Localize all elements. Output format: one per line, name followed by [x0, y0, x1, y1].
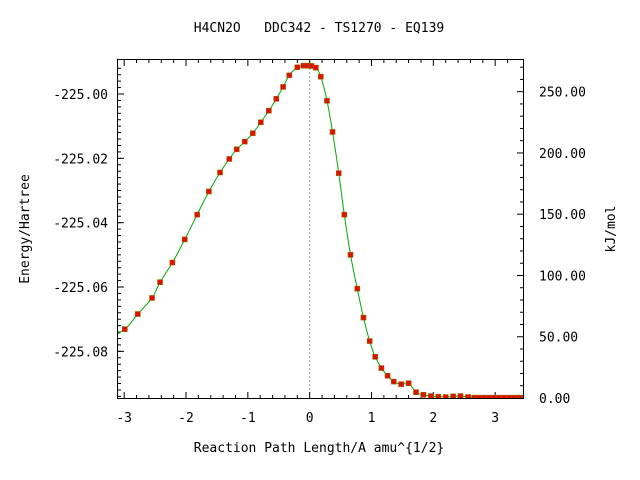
data-point-marker — [181, 236, 188, 243]
data-point-marker — [378, 365, 385, 371]
data-point-marker — [241, 138, 248, 145]
y2-tick-label: 150.00 — [539, 208, 586, 223]
x-tick-label: -3 — [116, 411, 132, 426]
y-tick-label: -225.02 — [53, 152, 108, 167]
plot-frame — [117, 59, 524, 399]
data-point-marker — [329, 129, 336, 135]
data-point-marker — [249, 130, 256, 137]
data-point-marker — [206, 188, 212, 195]
data-point-marker — [517, 394, 523, 398]
data-point-marker — [420, 391, 427, 398]
data-point-marker — [134, 311, 141, 317]
data-point-marker — [442, 394, 449, 398]
data-point-marker — [405, 380, 412, 387]
y-tick-label: -225.00 — [53, 88, 108, 103]
data-point-marker — [324, 97, 330, 104]
y2-tick-label: 100.00 — [539, 269, 586, 284]
chart-title: H4CN2O DDC342 - TS1270 - EQ139 — [194, 21, 444, 36]
y-tick-label: -225.06 — [53, 281, 108, 296]
data-point-marker — [457, 393, 464, 398]
y-tick-label: -225.04 — [53, 217, 108, 232]
data-point-marker — [435, 393, 442, 398]
x-tick-label: -1 — [240, 411, 256, 426]
data-point-marker — [465, 394, 471, 398]
data-point-marker — [286, 72, 293, 79]
data-point-marker — [413, 389, 419, 396]
data-point-marker — [341, 211, 348, 218]
data-point-marker — [428, 393, 434, 398]
energy-profile-points — [122, 62, 523, 398]
data-point-marker — [384, 373, 391, 379]
x-tick-label: 1 — [368, 411, 376, 426]
data-point-marker — [372, 354, 379, 360]
data-point-marker — [194, 211, 200, 218]
x-axis-title: Reaction Path Length/A amu^{1/2} — [194, 441, 444, 456]
data-point-marker — [335, 170, 342, 176]
data-point-marker — [149, 295, 155, 301]
data-point-marker — [273, 96, 280, 102]
data-point-marker — [390, 378, 397, 385]
data-point-marker — [398, 381, 404, 387]
y2-tick-label: 0.00 — [539, 392, 570, 407]
data-point-marker — [318, 73, 324, 80]
data-point-marker — [266, 107, 272, 114]
y-axis-title-right: kJ/mol — [604, 206, 619, 253]
left-axis: -225.08 -225.06 -225.04 -225.02 -225.00 — [53, 67, 124, 397]
data-point-marker — [360, 314, 367, 321]
data-point-marker — [169, 259, 176, 266]
data-point-marker — [217, 169, 223, 176]
data-point-marker — [313, 64, 319, 71]
y-tick-label: -225.08 — [53, 345, 108, 360]
data-point-marker — [354, 285, 361, 292]
data-point-marker — [294, 64, 301, 71]
x-tick-label: 3 — [491, 411, 499, 426]
bottom-axis: -3 -2 -1 0 1 2 3 — [116, 60, 509, 426]
data-point-marker — [366, 338, 373, 344]
data-point-marker — [347, 252, 354, 258]
data-point-marker — [226, 156, 233, 162]
y2-tick-label: 50.00 — [539, 331, 578, 346]
right-axis: 0.00 50.00 100.00 150.00 200.00 250.00 — [517, 66, 586, 407]
y2-tick-label: 200.00 — [539, 147, 586, 162]
data-point-marker — [258, 119, 264, 126]
y2-tick-label: 250.00 — [539, 86, 586, 101]
x-tick-label: 0 — [306, 411, 314, 426]
data-point-marker — [122, 326, 128, 332]
data-point-marker — [233, 146, 240, 153]
data-point-marker — [450, 393, 456, 398]
data-point-marker — [157, 279, 163, 285]
data-point-marker — [280, 84, 286, 90]
x-tick-label: -2 — [178, 411, 194, 426]
x-tick-label: 2 — [429, 411, 437, 426]
y-axis-title-left: Energy/Hartree — [18, 174, 33, 284]
